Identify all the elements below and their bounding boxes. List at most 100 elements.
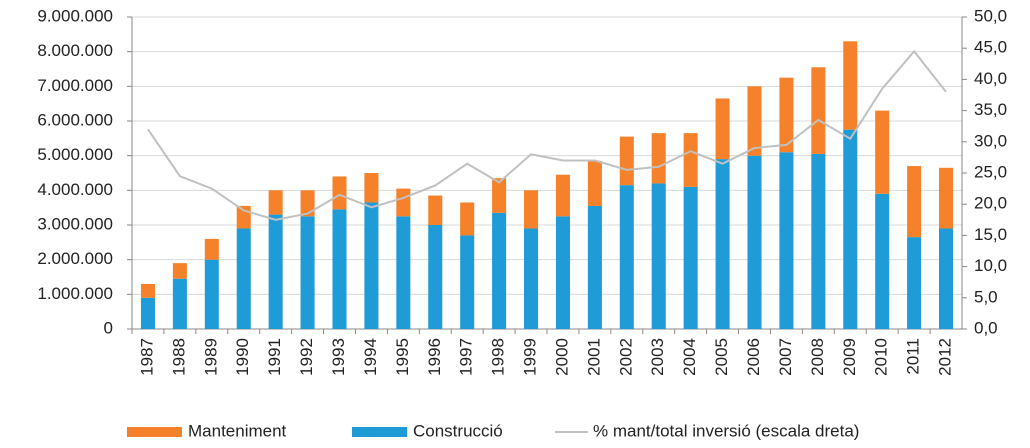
- bar-segment: [715, 159, 730, 329]
- y2-tick-label: 20,0: [974, 194, 1007, 213]
- bar-segment: [300, 190, 315, 217]
- bar-segment: [651, 133, 666, 184]
- y2-tick-label: 10,0: [974, 256, 1007, 275]
- legend-label: Manteniment: [188, 421, 287, 440]
- bar-segment: [396, 188, 411, 217]
- x-tick-label: 2002: [616, 338, 635, 376]
- bar-segment: [524, 228, 539, 329]
- legend-label: Construcció: [413, 421, 503, 440]
- y-tick-label: 1.000.000: [37, 284, 113, 303]
- y2-tick-label: 0,0: [974, 318, 998, 337]
- y-tick-label: 3.000.000: [37, 214, 113, 233]
- line-series: [147, 49, 947, 221]
- bar-segment: [492, 178, 507, 213]
- x-tick-label: 2009: [840, 338, 859, 376]
- bar-segment: [779, 152, 794, 329]
- bar-segment: [460, 202, 475, 236]
- x-tick-label: 1998: [489, 338, 508, 376]
- x-tick-label: 1989: [201, 338, 220, 376]
- bar-segment: [204, 259, 219, 329]
- y2-tick-label: 15,0: [974, 225, 1007, 244]
- bar-segment: [396, 216, 411, 329]
- x-tick-label: 1993: [329, 338, 348, 376]
- bar-segment: [364, 173, 379, 203]
- y2-tick-label: 5,0: [974, 287, 998, 306]
- x-tick-label: 1996: [425, 338, 444, 376]
- bar-segment: [172, 278, 187, 329]
- bar-segment: [204, 238, 219, 260]
- bar-segment: [140, 297, 155, 329]
- x-tick-label: 2003: [648, 338, 667, 376]
- bar-segment: [268, 214, 283, 329]
- x-tick-label: 1999: [521, 338, 540, 376]
- x-tick-label: 1988: [169, 338, 188, 376]
- bar-segment: [428, 195, 443, 225]
- y-tick-label: 5.000.000: [37, 145, 113, 164]
- bar-segment: [555, 174, 570, 217]
- bar-segment: [875, 193, 890, 329]
- x-tick-label: 1992: [297, 338, 316, 376]
- bar-segment: [843, 41, 858, 130]
- bar-segment: [907, 166, 922, 238]
- y2-tick-label: 35,0: [974, 100, 1007, 119]
- y2-tick-label: 45,0: [974, 38, 1007, 57]
- x-tick-label: 2004: [680, 338, 699, 376]
- x-tick-label: 1987: [137, 338, 156, 376]
- bar-segment: [715, 98, 730, 160]
- bar-segment: [428, 225, 443, 329]
- bar-segment: [747, 86, 762, 156]
- bar-segment: [779, 77, 794, 153]
- y-tick-label: 9.000.000: [37, 6, 113, 25]
- bar-segment: [524, 190, 539, 229]
- y2-tick-label: 30,0: [974, 131, 1007, 150]
- bar-segment: [875, 110, 890, 194]
- bar-segment: [811, 153, 826, 329]
- x-tick-label: 2001: [584, 338, 603, 376]
- bar-segment: [811, 67, 826, 154]
- bar-segment: [683, 186, 698, 329]
- bar-segment: [747, 155, 762, 329]
- y2-tick-label: 50,0: [974, 6, 1007, 25]
- y-tick-label: 6.000.000: [37, 110, 113, 129]
- bar-segment: [619, 185, 634, 329]
- bar-segment: [939, 228, 954, 329]
- y2-tick-label: 40,0: [974, 69, 1007, 88]
- x-tick-label: 2008: [808, 338, 827, 376]
- legend-swatch: [127, 427, 182, 437]
- bar-segment: [683, 133, 698, 187]
- bar-segment: [300, 216, 315, 329]
- x-tick-label: 1994: [361, 338, 380, 376]
- x-tick-label: 2007: [776, 338, 795, 376]
- bar-segment: [492, 212, 507, 329]
- y-tick-label: 4.000.000: [37, 180, 113, 199]
- bar-segment: [460, 235, 475, 329]
- x-tick-label: 2010: [872, 338, 891, 376]
- x-tick-label: 1997: [457, 338, 476, 376]
- bar-segment: [907, 237, 922, 329]
- x-tick-label: 2000: [552, 338, 571, 376]
- bar-segment: [268, 190, 283, 215]
- y-tick-label: 7.000.000: [37, 76, 113, 95]
- bar-segment: [364, 202, 379, 329]
- bar-segment: [619, 136, 634, 186]
- x-tick-label: 2011: [904, 338, 923, 375]
- x-tick-label: 2006: [744, 338, 763, 376]
- bar-segment: [172, 263, 187, 279]
- legend-label: % mant/total inversió (escala dreta): [593, 421, 859, 440]
- bar-segment: [140, 283, 155, 298]
- bar-segment: [555, 216, 570, 329]
- y-tick-label: 8.000.000: [37, 41, 113, 60]
- x-tick-label: 2005: [712, 338, 731, 376]
- legend-swatch: [352, 427, 407, 437]
- bar-segment: [236, 228, 251, 329]
- bar-segment: [939, 167, 954, 229]
- x-tick-label: 1991: [265, 338, 284, 376]
- bar-segment: [587, 205, 602, 329]
- bar-segment: [651, 183, 666, 329]
- bar-segment: [332, 209, 347, 329]
- bar-segment: [587, 160, 602, 206]
- y2-tick-label: 25,0: [974, 162, 1007, 181]
- x-tick-label: 1995: [393, 338, 412, 376]
- x-tick-label: 1990: [233, 338, 252, 376]
